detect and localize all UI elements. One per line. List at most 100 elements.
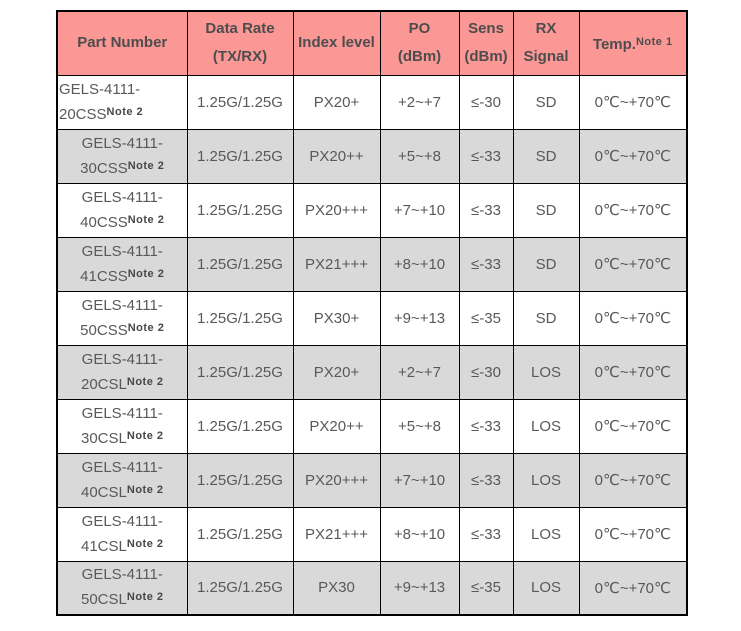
part-number-line1: GELS-4111-	[81, 404, 163, 422]
po-cell: +2~+7	[379, 74, 460, 130]
table-row: GELS-4111- 30CSLNote 2 1.25G/1.25G PX20++ +5…	[56, 398, 688, 454]
po-cell: +5~+8	[379, 128, 460, 184]
data-rate-cell: 1.25G/1.25G	[186, 452, 294, 508]
part-number-suffix: 50CSL	[81, 591, 127, 609]
rx-signal-cell: SD	[512, 128, 580, 184]
po-cell: +8~+10	[379, 236, 460, 292]
part-number-cell: GELS-4111- 50CSLNote 2	[56, 560, 188, 616]
note-superscript: Note 2	[127, 213, 165, 226]
index-level-cell: PX20+	[292, 74, 381, 130]
part-number-line1: GELS-4111-	[81, 242, 163, 260]
part-number-line1: GELS-4111-	[81, 188, 163, 206]
po-cell: +7~+10	[379, 452, 460, 508]
part-number-line1: GELS-4111-	[81, 296, 163, 314]
sens-cell: ≤-30	[458, 344, 514, 400]
table-body: GELS-4111- 20CSSNote 2 1.25G/1.25G PX20+ +2~…	[56, 74, 688, 616]
table-row: GELS-4111- 40CSSNote 2 1.25G/1.25G PX20+++ +…	[56, 182, 688, 238]
po-cell: +5~+8	[379, 398, 460, 454]
sens-cell: ≤-33	[458, 182, 514, 238]
index-level-cell: PX20++	[292, 398, 381, 454]
header-label-line: (dBm)	[464, 48, 508, 66]
header-label-line: Signal	[523, 48, 569, 66]
data-rate-cell: 1.25G/1.25G	[186, 74, 294, 130]
col-header-index-level: Index level	[292, 10, 381, 76]
part-number-line1: GELS-4111-	[81, 350, 163, 368]
index-level-cell: PX20+++	[292, 452, 381, 508]
index-level-cell: PX30+	[292, 290, 381, 346]
part-number-line1: GELS-4111-	[81, 134, 163, 152]
po-cell: +9~+13	[379, 560, 460, 616]
temp-cell: 0℃~+70℃	[578, 182, 688, 238]
part-number-line2: 41CSSNote 2	[58, 263, 186, 288]
rx-signal-cell: LOS	[512, 506, 580, 562]
note-superscript: Note 2	[126, 591, 164, 604]
header-label-line: Index level	[298, 34, 375, 52]
sens-cell: ≤-35	[458, 560, 514, 616]
spec-table: Part Number Data Rate (TX/RX) Index level PO…	[56, 10, 688, 616]
data-rate-cell: 1.25G/1.25G	[186, 344, 294, 400]
page: Part Number Data Rate (TX/RX) Index level PO…	[56, 10, 688, 616]
part-number-cell: GELS-4111- 41CSLNote 2	[56, 506, 188, 562]
header-label-line: (dBm)	[397, 48, 442, 66]
table-row: GELS-4111- 50CSLNote 2 1.25G/1.25G PX30 +9~+…	[56, 560, 688, 616]
rx-signal-cell: SD	[512, 182, 580, 238]
col-header-po: PO (dBm)	[379, 10, 460, 76]
temp-cell: 0℃~+70℃	[578, 560, 688, 616]
temp-cell: 0℃~+70℃	[578, 344, 688, 400]
index-level-cell: PX20++	[292, 128, 381, 184]
part-number-line2: 20CSSNote 2	[59, 101, 186, 126]
col-header-rx-signal: RX Signal	[512, 10, 580, 76]
index-level-cell: PX21+++	[292, 236, 381, 292]
part-number-suffix: 20CSS	[59, 105, 107, 123]
part-number-cell: GELS-4111- 30CSSNote 2	[56, 128, 188, 184]
data-rate-cell: 1.25G/1.25G	[186, 128, 294, 184]
header-label: Temp.	[592, 35, 636, 53]
index-level-cell: PX20+	[292, 344, 381, 400]
part-number-cell: GELS-4111- 50CSSNote 2	[56, 290, 188, 346]
header-label-line: PO	[408, 20, 431, 38]
header-label-line: Part Number	[77, 34, 168, 52]
rx-signal-cell: LOS	[512, 560, 580, 616]
header-label-line: Temp.Note 1	[580, 28, 686, 59]
col-header-temp: Temp.Note 1	[578, 10, 688, 76]
po-cell: +8~+10	[379, 506, 460, 562]
col-header-part-number: Part Number	[56, 10, 188, 76]
sens-cell: ≤-33	[458, 236, 514, 292]
part-number-cell: GELS-4111- 40CSSNote 2	[56, 182, 188, 238]
part-number-suffix: 40CSS	[80, 213, 128, 231]
temp-cell: 0℃~+70℃	[578, 74, 688, 130]
part-number-line2: 50CSSNote 2	[58, 317, 186, 342]
part-number-line2: 50CSLNote 2	[58, 586, 186, 611]
temp-cell: 0℃~+70℃	[578, 506, 688, 562]
po-cell: +2~+7	[379, 344, 460, 400]
note-superscript: Note 2	[127, 159, 165, 172]
data-rate-cell: 1.25G/1.25G	[186, 182, 294, 238]
note-superscript: Note 2	[127, 267, 165, 280]
table-row: GELS-4111- 41CSSNote 2 1.25G/1.25G PX21+++ +…	[56, 236, 688, 292]
sens-cell: ≤-33	[458, 398, 514, 454]
header-label-line: RX	[535, 20, 557, 38]
rx-signal-cell: LOS	[512, 398, 580, 454]
rx-signal-cell: LOS	[512, 452, 580, 508]
rx-signal-cell: SD	[512, 290, 580, 346]
part-number-cell: GELS-4111- 41CSSNote 2	[56, 236, 188, 292]
index-level-cell: PX20+++	[292, 182, 381, 238]
data-rate-cell: 1.25G/1.25G	[186, 398, 294, 454]
po-cell: +7~+10	[379, 182, 460, 238]
header-label-line: (TX/RX)	[212, 48, 268, 66]
part-number-line1: GELS-4111-	[59, 80, 141, 98]
po-cell: +9~+13	[379, 290, 460, 346]
table-row: GELS-4111- 50CSSNote 2 1.25G/1.25G PX30+ +9~…	[56, 290, 688, 346]
note-superscript: Note 2	[126, 429, 164, 442]
table-row: GELS-4111- 41CSLNote 2 1.25G/1.25G PX21+++ +…	[56, 506, 688, 562]
part-number-line2: 30CSLNote 2	[58, 425, 186, 450]
part-number-line1: GELS-4111-	[81, 512, 163, 530]
header-row: Part Number Data Rate (TX/RX) Index level PO…	[56, 10, 688, 76]
part-number-line2: 40CSLNote 2	[58, 479, 186, 504]
part-number-suffix: 30CSS	[80, 159, 128, 177]
part-number-line2: 41CSLNote 2	[58, 533, 186, 558]
table-header: Part Number Data Rate (TX/RX) Index level PO…	[56, 10, 688, 76]
data-rate-cell: 1.25G/1.25G	[186, 560, 294, 616]
part-number-suffix: 20CSL	[81, 375, 127, 393]
part-number-cell: GELS-4111- 20CSSNote 2	[56, 74, 188, 130]
